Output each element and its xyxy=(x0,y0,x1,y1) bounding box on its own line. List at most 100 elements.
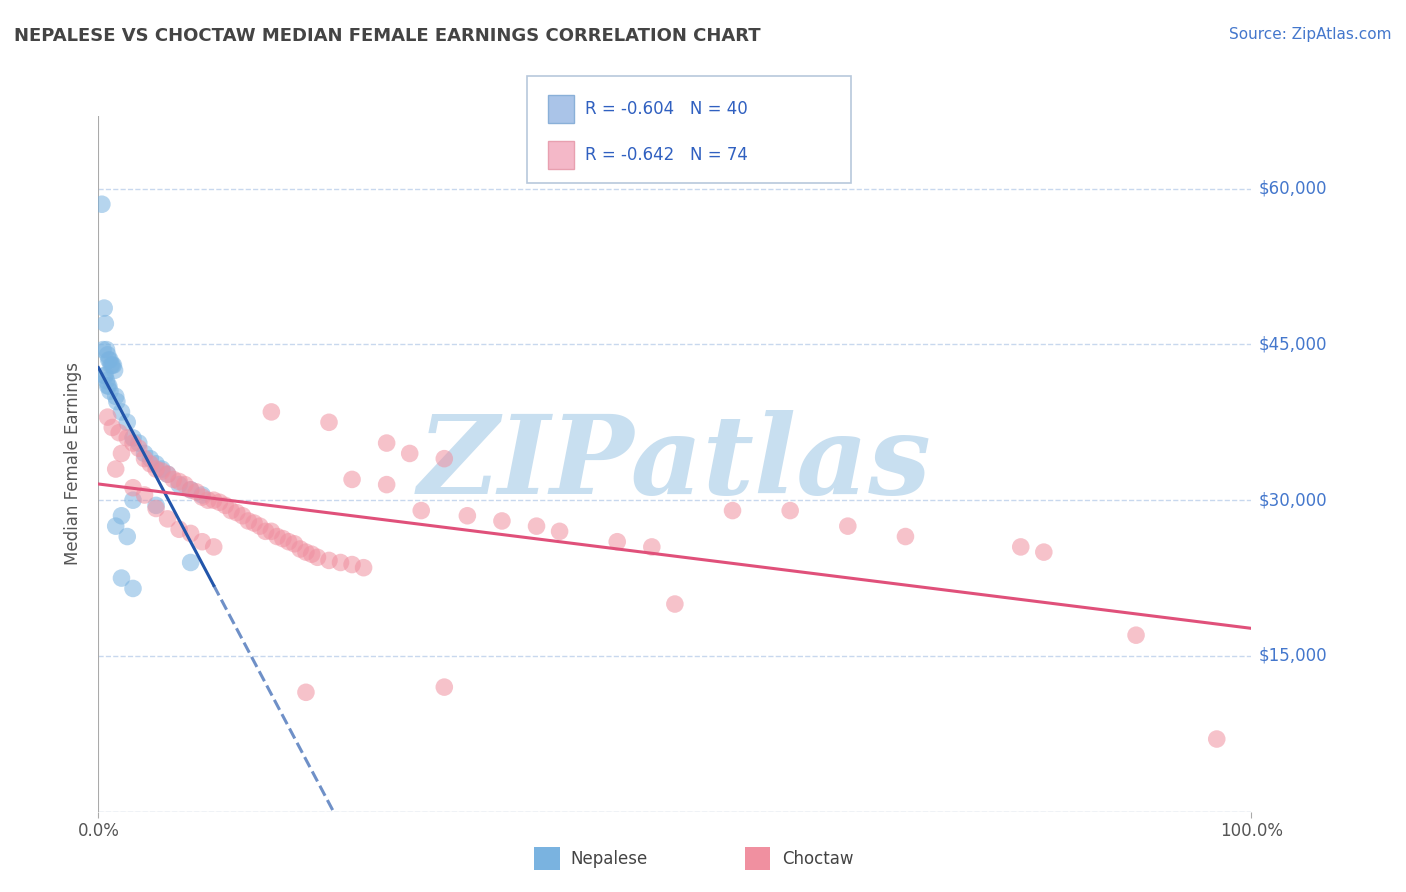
Point xyxy=(128,436,150,450)
Point xyxy=(295,545,318,559)
Point xyxy=(283,537,305,551)
Point xyxy=(97,410,120,425)
Point xyxy=(90,197,112,211)
Point xyxy=(98,353,121,368)
Point xyxy=(202,493,225,508)
Text: $30,000: $30,000 xyxy=(1258,491,1327,509)
Point xyxy=(134,488,156,502)
Point xyxy=(295,685,318,699)
Point xyxy=(225,506,247,520)
Text: $15,000: $15,000 xyxy=(1258,647,1327,665)
Point xyxy=(894,529,917,543)
Point xyxy=(353,560,375,574)
Point xyxy=(197,493,219,508)
Point xyxy=(167,522,190,536)
Point xyxy=(103,358,125,372)
Point xyxy=(134,446,156,460)
Point xyxy=(180,483,202,497)
Point xyxy=(167,477,190,491)
Point xyxy=(122,493,145,508)
Point xyxy=(375,436,398,450)
Point xyxy=(301,547,323,561)
Point xyxy=(433,680,456,694)
Point xyxy=(779,503,801,517)
Point xyxy=(1010,540,1032,554)
Point xyxy=(191,490,214,504)
Point xyxy=(277,534,299,549)
Text: Source: ZipAtlas.com: Source: ZipAtlas.com xyxy=(1229,27,1392,42)
Point xyxy=(318,415,340,429)
Point xyxy=(104,389,127,403)
Point xyxy=(1032,545,1054,559)
Point xyxy=(122,481,145,495)
Point xyxy=(318,553,340,567)
Point xyxy=(219,503,242,517)
Point xyxy=(128,442,150,456)
Point xyxy=(100,358,122,372)
Point xyxy=(117,529,139,543)
Point xyxy=(208,495,231,509)
Point xyxy=(117,415,139,429)
Point xyxy=(105,394,128,409)
Point xyxy=(548,524,571,539)
Point xyxy=(96,374,118,388)
Point xyxy=(162,472,184,486)
Point xyxy=(122,431,145,445)
Point xyxy=(375,477,398,491)
Point xyxy=(145,457,167,471)
Text: Nepalese: Nepalese xyxy=(571,850,648,868)
Point xyxy=(202,540,225,554)
Point xyxy=(122,436,145,450)
Point xyxy=(139,457,162,471)
Point xyxy=(150,464,173,478)
Point xyxy=(329,556,352,570)
Text: Choctaw: Choctaw xyxy=(782,850,853,868)
Text: R = -0.604   N = 40: R = -0.604 N = 40 xyxy=(585,100,748,118)
Point xyxy=(134,451,156,466)
Point xyxy=(1125,628,1147,642)
Point xyxy=(238,514,260,528)
Point xyxy=(260,405,283,419)
Point xyxy=(150,462,173,476)
Point xyxy=(526,519,548,533)
Point xyxy=(606,534,628,549)
Point xyxy=(340,558,363,572)
Point xyxy=(837,519,859,533)
Point xyxy=(340,472,363,486)
Point xyxy=(97,348,120,362)
Text: $45,000: $45,000 xyxy=(1258,335,1327,353)
Point xyxy=(243,516,266,530)
Point xyxy=(307,550,329,565)
Y-axis label: Median Female Earnings: Median Female Earnings xyxy=(65,362,83,566)
Text: R = -0.642   N = 74: R = -0.642 N = 74 xyxy=(585,146,748,164)
Point xyxy=(145,501,167,516)
Point xyxy=(122,582,145,596)
Text: NEPALESE VS CHOCTAW MEDIAN FEMALE EARNINGS CORRELATION CHART: NEPALESE VS CHOCTAW MEDIAN FEMALE EARNIN… xyxy=(14,27,761,45)
Point xyxy=(156,467,179,482)
Point xyxy=(110,405,132,419)
Point xyxy=(191,534,214,549)
Point xyxy=(104,462,127,476)
Point xyxy=(145,499,167,513)
Text: $60,000: $60,000 xyxy=(1258,179,1327,198)
Point xyxy=(108,425,131,440)
Point xyxy=(433,451,456,466)
Point xyxy=(110,508,132,523)
Point xyxy=(214,499,236,513)
Point xyxy=(101,420,124,434)
Point xyxy=(254,524,277,539)
Point xyxy=(191,488,214,502)
Point xyxy=(98,384,121,399)
Point xyxy=(94,317,117,331)
Point xyxy=(104,519,127,533)
Point xyxy=(110,446,132,460)
Point xyxy=(180,556,202,570)
Point xyxy=(97,379,120,393)
Point xyxy=(290,541,312,556)
Point xyxy=(97,379,120,393)
Point xyxy=(231,508,254,523)
Point xyxy=(1205,732,1227,747)
Point xyxy=(266,529,288,543)
Point xyxy=(411,503,433,517)
Point xyxy=(156,512,179,526)
